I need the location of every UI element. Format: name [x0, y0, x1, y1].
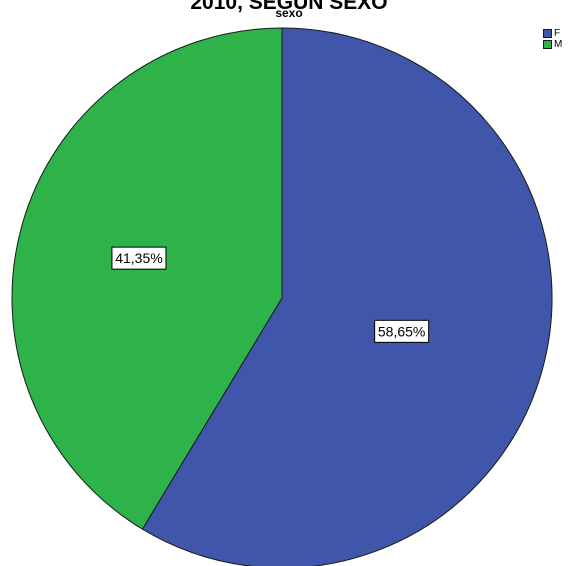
data-label-f: 58,65% — [374, 319, 430, 343]
legend-swatch-m — [543, 40, 552, 49]
legend-item-f: F — [543, 28, 562, 39]
chart-subtitle: sexo — [275, 6, 303, 20]
legend-label-m: M — [554, 39, 563, 50]
legend-item-m: M — [543, 39, 562, 50]
pie-slice-f — [141, 27, 553, 566]
pie-slice-m — [11, 27, 283, 530]
data-label-box — [374, 319, 430, 343]
data-label-text: 41,35% — [115, 250, 162, 266]
data-label-text: 58,65% — [378, 323, 425, 339]
chart-legend: F M — [543, 28, 562, 50]
legend-swatch-f — [543, 29, 552, 38]
legend-label-f: F — [554, 28, 561, 39]
data-label-m: 41,35% — [111, 246, 167, 270]
chart-title: 2010, SEGÚN SEXO — [190, 0, 388, 14]
pie-slices — [11, 27, 553, 566]
pie-data-labels: 58,65% 41,35% — [111, 246, 430, 343]
data-label-box — [111, 246, 167, 270]
